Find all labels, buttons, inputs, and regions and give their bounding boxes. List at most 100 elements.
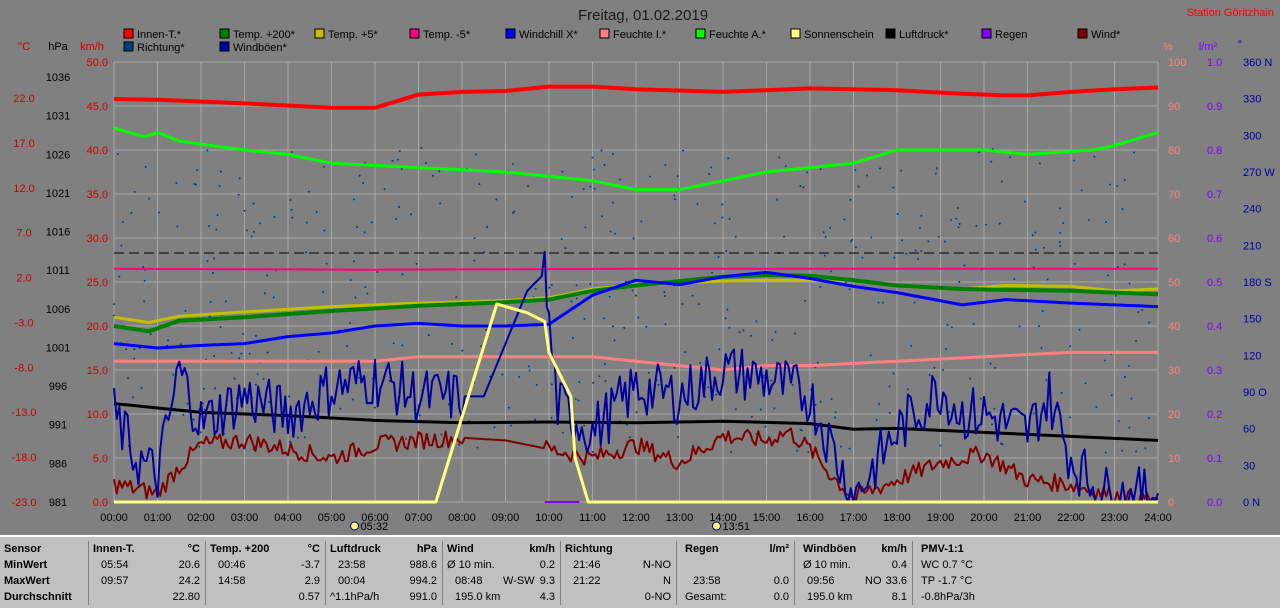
direction-point bbox=[583, 317, 586, 320]
direction-point bbox=[699, 361, 702, 364]
direction-point bbox=[1128, 426, 1131, 429]
direction-point bbox=[420, 146, 423, 149]
direction-point bbox=[373, 406, 376, 409]
richtung-scatter bbox=[113, 146, 1151, 454]
direction-point bbox=[243, 209, 246, 212]
direction-point bbox=[268, 400, 271, 403]
direction-point bbox=[1038, 162, 1041, 165]
direction-point bbox=[893, 256, 896, 259]
direction-point bbox=[750, 334, 753, 337]
direction-point bbox=[1104, 221, 1107, 224]
stats-tp: TP -1.7 °C bbox=[921, 575, 973, 587]
stats-luftdruck: Luftdruck hPa 23:58 988.6 00:04 994.2 ^1.1h… bbox=[325, 541, 442, 605]
direction-point bbox=[1137, 310, 1140, 313]
direction-point bbox=[773, 407, 776, 410]
direction-point bbox=[1135, 339, 1138, 342]
direction-point bbox=[213, 257, 216, 260]
direction-point bbox=[604, 379, 607, 382]
direction-point bbox=[352, 198, 355, 201]
direction-point bbox=[196, 169, 199, 172]
direction-point bbox=[291, 216, 294, 219]
direction-point bbox=[255, 334, 258, 337]
legend-swatch bbox=[885, 28, 896, 39]
direction-point bbox=[206, 149, 209, 152]
direction-point bbox=[878, 403, 881, 406]
temp-tick-label: 22.0 bbox=[13, 93, 34, 105]
direction-point bbox=[1088, 218, 1091, 221]
legend-swatch bbox=[123, 41, 134, 52]
stats-min-time: 00:46 bbox=[218, 559, 246, 571]
direction-point bbox=[949, 218, 952, 221]
direction-point bbox=[512, 163, 515, 166]
direction-point bbox=[592, 168, 595, 171]
direction-point bbox=[851, 238, 854, 241]
direction-point bbox=[1018, 325, 1021, 328]
direction-point bbox=[116, 153, 119, 156]
series-line-windb-en- bbox=[113, 250, 1159, 503]
direction-point bbox=[727, 157, 730, 160]
legend-label: Sonnenschein bbox=[804, 29, 874, 41]
legend-label: Feuchte I.* bbox=[613, 29, 667, 41]
direction-point bbox=[1034, 248, 1037, 251]
direction-point bbox=[242, 332, 245, 335]
direction-point bbox=[857, 185, 860, 188]
direction-point bbox=[501, 373, 504, 376]
direction-point bbox=[613, 339, 616, 342]
row-label: MinWert bbox=[4, 559, 48, 571]
direction-point bbox=[1023, 200, 1026, 203]
direction-point bbox=[140, 387, 143, 390]
direction-point bbox=[550, 383, 553, 386]
wind-unit: km/h bbox=[80, 41, 104, 53]
stats-min-time: 05:54 bbox=[101, 559, 129, 571]
direction-point bbox=[398, 150, 401, 153]
direction-point bbox=[290, 208, 293, 211]
direction-point bbox=[348, 322, 351, 325]
series-line-temp-5- bbox=[113, 267, 1158, 271]
legend-swatch bbox=[409, 28, 420, 39]
stats-wind: Wind km/h Ø 10 min. 0.2 08:48 W-SW 9.3 195.0… bbox=[442, 541, 560, 605]
direction-point bbox=[363, 231, 366, 234]
direction-point bbox=[208, 225, 211, 228]
wind-tick-label: 45.0 bbox=[87, 101, 108, 113]
time-tick-label: 06:00 bbox=[361, 512, 389, 524]
stats-max-value: N bbox=[663, 575, 671, 587]
direction-point bbox=[879, 167, 882, 170]
direction-point bbox=[824, 236, 827, 239]
stats-max-time: 00:04 bbox=[338, 575, 366, 587]
stats-title: Windböen bbox=[803, 543, 857, 555]
direction-point bbox=[939, 444, 942, 447]
direction-point bbox=[1128, 364, 1131, 367]
stats-unit: hPa bbox=[416, 543, 437, 555]
direction-point bbox=[726, 308, 729, 311]
legend-swatch bbox=[790, 28, 801, 39]
direction-point bbox=[184, 309, 187, 312]
stats-min-value: 988.6 bbox=[409, 559, 437, 571]
press-tick-label: 1036 bbox=[46, 72, 70, 84]
direction-point bbox=[933, 366, 936, 369]
direction-point bbox=[830, 398, 833, 401]
direction-point bbox=[934, 172, 937, 175]
direction-point bbox=[473, 259, 476, 262]
direction-point bbox=[1032, 412, 1035, 415]
direction-point bbox=[631, 289, 634, 292]
direction-point bbox=[570, 300, 573, 303]
stats-max-value: 24.2 bbox=[178, 575, 200, 587]
direction-point bbox=[1116, 184, 1119, 187]
direction-point bbox=[892, 372, 895, 375]
weather-chart: Freitag, 01.02.2019 Station Göritzhain °… bbox=[11, 7, 1276, 533]
direction-point bbox=[534, 418, 537, 421]
direction-point bbox=[401, 273, 404, 276]
dir-tick-label: 270 W bbox=[1243, 167, 1275, 179]
chart-axes: 00:00 01:00 02:00 03:00 04:00 05:00 06:00 07:00… bbox=[11, 57, 1275, 533]
direction-point bbox=[233, 377, 236, 380]
direction-point bbox=[356, 226, 359, 229]
time-tick-label: 20:00 bbox=[970, 512, 998, 524]
legend-label: Temp. -5* bbox=[423, 29, 471, 41]
direction-point bbox=[591, 450, 594, 453]
direction-point bbox=[1130, 397, 1133, 400]
direction-point bbox=[583, 424, 586, 427]
stats-max-time: 21:22 bbox=[573, 575, 601, 587]
stats-min-time: 23:58 bbox=[338, 559, 366, 571]
direction-point bbox=[1106, 274, 1109, 277]
legend: Innen-T.* Temp. +200* Temp. +5* Temp. -5* Wi… bbox=[123, 28, 1121, 54]
